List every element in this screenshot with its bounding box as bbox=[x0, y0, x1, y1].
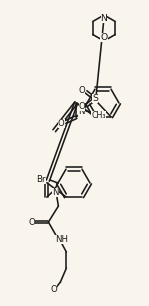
Text: S: S bbox=[92, 94, 98, 103]
Text: O: O bbox=[79, 86, 85, 95]
Text: O: O bbox=[58, 119, 65, 128]
Text: O: O bbox=[100, 33, 108, 42]
Text: NH: NH bbox=[55, 235, 68, 244]
Text: Br: Br bbox=[36, 174, 46, 184]
Text: N: N bbox=[78, 106, 85, 116]
Text: O: O bbox=[28, 218, 35, 226]
Text: CH₃: CH₃ bbox=[91, 110, 106, 120]
Text: N: N bbox=[101, 14, 107, 23]
Text: O: O bbox=[79, 102, 85, 111]
Text: O: O bbox=[50, 285, 57, 293]
Text: N: N bbox=[52, 188, 59, 196]
